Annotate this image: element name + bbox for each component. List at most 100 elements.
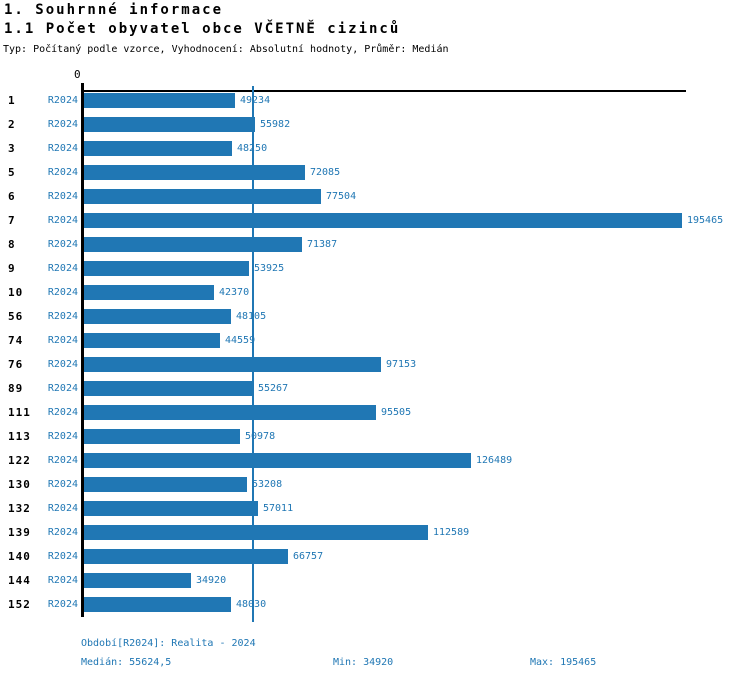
row-category-label: 152 [8,598,31,611]
row-category-label: 7 [8,214,16,227]
bar-value-label: 195465 [687,215,724,226]
bar [84,116,255,132]
footer-period-info: Období[R2024]: Realita - 2024 [81,638,256,649]
chart-title: 1.1 Počet obyvatel obce VČETNĚ cizinců [4,21,401,37]
bar-value-label: 48105 [236,311,267,322]
row-period-label: R2024 [47,335,78,346]
row-category-label: 10 [8,286,24,299]
row-period-label: R2024 [47,455,78,466]
row-period-label: R2024 [47,479,78,490]
chart-row: 140 R2024 66757 [0,544,750,568]
row-category-label: 74 [8,334,24,347]
bar [84,164,305,180]
bar-value-label: 77504 [326,191,357,202]
chart-row: 10 R2024 42370 [0,280,750,304]
bar-value-label: 112589 [433,527,470,538]
chart-row: 74 R2024 44559 [0,328,750,352]
row-period-label: R2024 [47,215,78,226]
row-period-label: R2024 [47,359,78,370]
x-axis-line [81,90,686,92]
chart-row: 89 R2024 55267 [0,376,750,400]
row-category-label: 140 [8,550,31,563]
bar-value-label: 50978 [245,431,276,442]
y-axis-line [81,83,84,617]
row-category-label: 132 [8,502,31,515]
chart-row: 132 R2024 57011 [0,496,750,520]
row-category-label: 6 [8,190,16,203]
row-period-label: R2024 [47,95,78,106]
row-category-label: 130 [8,478,31,491]
row-period-label: R2024 [47,191,78,202]
chart-row: 3 R2024 48250 [0,136,750,160]
row-period-label: R2024 [47,239,78,250]
bar [84,308,231,324]
bar-value-label: 49234 [240,95,271,106]
chart-row: 7 R2024 195465 [0,208,750,232]
bar [84,548,288,564]
bar-value-label: 72085 [310,167,341,178]
row-period-label: R2024 [47,527,78,538]
bar [84,236,302,252]
row-period-label: R2024 [47,287,78,298]
chart-row: 76 R2024 97153 [0,352,750,376]
bar-value-label: 53208 [252,479,283,490]
bar-value-label: 44559 [225,335,256,346]
bar [84,332,220,348]
chart-row: 5 R2024 72085 [0,160,750,184]
bar-value-label: 71387 [307,239,338,250]
chart-row: 6 R2024 77504 [0,184,750,208]
row-category-label: 56 [8,310,24,323]
row-period-label: R2024 [47,503,78,514]
footer-min-label: Min: 34920 [333,657,394,668]
row-category-label: 113 [8,430,31,443]
chart-row: 113 R2024 50978 [0,424,750,448]
bar [84,476,247,492]
chart-row: 139 R2024 112589 [0,520,750,544]
chart-row: 122 R2024 126489 [0,448,750,472]
row-category-label: 8 [8,238,16,251]
row-period-label: R2024 [47,551,78,562]
row-category-label: 139 [8,526,31,539]
row-period-label: R2024 [47,575,78,586]
bar-value-label: 97153 [386,359,417,370]
chart-row: 2 R2024 55982 [0,112,750,136]
row-period-label: R2024 [47,263,78,274]
bar-value-label: 95505 [381,407,412,418]
bar [84,380,253,396]
row-category-label: 3 [8,142,16,155]
row-category-label: 89 [8,382,24,395]
row-category-label: 5 [8,166,16,179]
row-category-label: 144 [8,574,31,587]
bar-value-label: 34920 [196,575,227,586]
row-period-label: R2024 [47,167,78,178]
chart-row: 111 R2024 95505 [0,400,750,424]
chart-subtitle: Typ: Počítaný podle vzorce, Vyhodnocení:… [3,44,449,55]
bar [84,428,240,444]
bar-value-label: 55267 [258,383,289,394]
bar [84,188,321,204]
bar-value-label: 48030 [236,599,267,610]
chart-row: 144 R2024 34920 [0,568,750,592]
bar [84,452,471,468]
row-period-label: R2024 [47,383,78,394]
chart-row: 9 R2024 53925 [0,256,750,280]
bar-value-label: 66757 [293,551,324,562]
bar-value-label: 53925 [254,263,285,274]
chart-row: 152 R2024 48030 [0,592,750,616]
row-category-label: 2 [8,118,16,131]
bar [84,596,231,612]
footer-max-label: Max: 195465 [530,657,597,668]
bar [84,212,682,228]
row-category-label: 9 [8,262,16,275]
bar [84,524,428,540]
row-period-label: R2024 [47,119,78,130]
section-title: 1. Souhrnné informace [4,2,224,18]
bar [84,404,376,420]
footer-median-label: Medián: 55624,5 [81,657,172,668]
bar [84,92,235,108]
chart-row: 1 R2024 49234 [0,88,750,112]
bar [84,500,258,516]
chart-row: 56 R2024 48105 [0,304,750,328]
bar-value-label: 126489 [476,455,513,466]
row-category-label: 76 [8,358,24,371]
